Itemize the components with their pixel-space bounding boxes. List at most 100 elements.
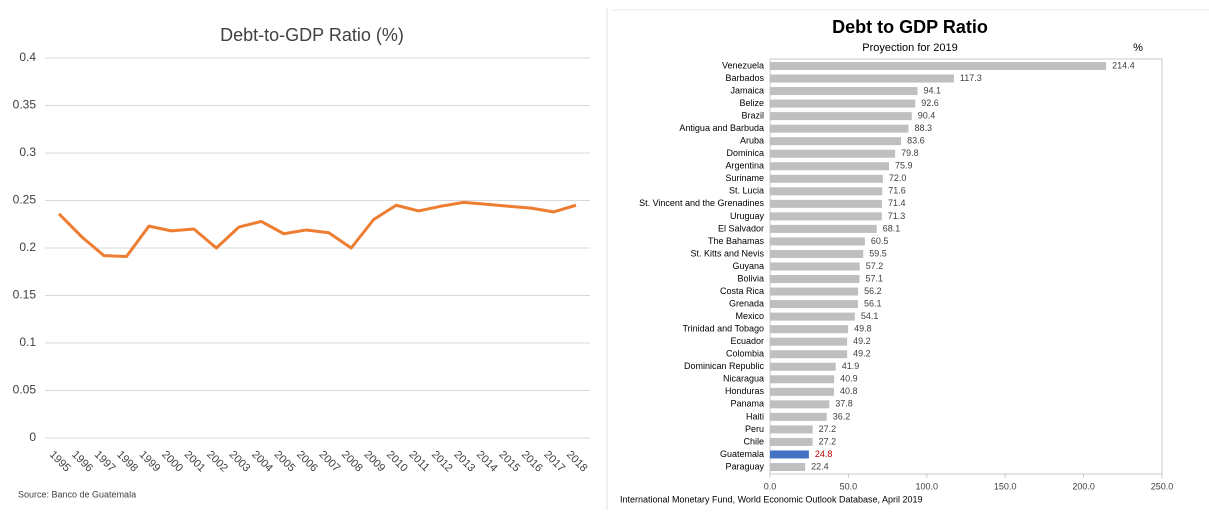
bar <box>770 137 902 146</box>
category-label: Dominica <box>726 148 764 158</box>
category-label: Barbados <box>725 73 764 83</box>
x-tick-label: 2007 <box>317 449 343 475</box>
chart-title: Debt to GDP Ratio <box>832 17 988 37</box>
y-tick-label: 0.15 <box>13 288 37 302</box>
value-label: 49.8 <box>854 324 872 334</box>
y-tick-label: 0.35 <box>13 98 37 112</box>
category-label: St. Vincent and the Grenadines <box>639 198 764 208</box>
value-label: 214.4 <box>1112 60 1135 70</box>
value-label: 40.9 <box>840 374 858 384</box>
bar <box>770 337 848 346</box>
x-tick-label: 100.0 <box>916 481 939 491</box>
category-label: Nicaragua <box>723 374 764 384</box>
category-label: Mexico <box>735 311 764 321</box>
y-tick-label: 0 <box>29 430 36 444</box>
category-label: Brazil <box>741 111 764 121</box>
category-label: Uruguay <box>730 211 765 221</box>
x-tick-label: 2005 <box>272 449 298 475</box>
category-label: Jamaica <box>730 85 764 95</box>
value-label: 57.1 <box>866 273 884 283</box>
value-label: 88.3 <box>914 123 932 133</box>
bar <box>770 312 855 321</box>
value-label: 57.2 <box>866 261 884 271</box>
bar <box>770 112 912 121</box>
value-label: 49.2 <box>853 349 871 359</box>
x-tick-label: 2006 <box>294 449 320 475</box>
category-label: Suriname <box>725 173 764 183</box>
source: International Monetary Fund, World Econo… <box>620 494 923 504</box>
bar <box>770 325 849 334</box>
bar <box>770 149 896 158</box>
x-tick-label: 2001 <box>182 449 208 475</box>
value-label: 36.2 <box>833 411 851 421</box>
value-label: 40.8 <box>840 386 858 396</box>
bar <box>770 463 806 471</box>
category-label: Honduras <box>725 386 765 396</box>
bar <box>770 174 883 183</box>
bar <box>770 87 918 96</box>
value-label: 117.3 <box>960 73 982 83</box>
bar <box>770 199 882 208</box>
x-tick-label: 2016 <box>519 449 545 475</box>
bar <box>770 300 858 309</box>
bar <box>770 124 909 133</box>
x-tick-label: 2010 <box>384 449 410 475</box>
unit-label: % <box>1133 42 1143 54</box>
bar <box>770 262 860 271</box>
category-label: Antigua and Barbuda <box>679 123 764 133</box>
category-label: Venezuela <box>722 60 764 70</box>
value-label: 24.8 <box>815 449 833 459</box>
x-tick-label: 2000 <box>159 449 185 475</box>
value-label: 41.9 <box>842 361 860 371</box>
value-label: 68.1 <box>883 223 901 233</box>
category-label: Peru <box>745 424 764 434</box>
value-label: 22.4 <box>811 461 829 471</box>
category-label: Grenada <box>729 298 764 308</box>
category-label: Haiti <box>746 411 764 421</box>
value-label: 90.4 <box>918 111 936 121</box>
value-label: 49.2 <box>853 336 871 346</box>
value-label: 83.6 <box>907 136 925 146</box>
x-tick-label: 1998 <box>114 449 140 475</box>
source: Source: Banco de Guatemala <box>18 489 136 499</box>
bar <box>770 412 827 421</box>
bar <box>770 400 830 409</box>
bar <box>770 425 813 434</box>
x-tick-label: 2009 <box>362 449 388 475</box>
bar <box>770 74 954 83</box>
value-label: 92.6 <box>921 98 939 108</box>
value-label: 59.5 <box>869 248 887 258</box>
bar <box>770 224 877 233</box>
x-tick-label: 1995 <box>47 449 73 475</box>
x-tick-label: 2013 <box>451 449 477 475</box>
data-line <box>57 200 577 259</box>
x-tick-label: 2004 <box>249 449 275 475</box>
x-tick-label: 200.0 <box>1072 481 1095 491</box>
x-tick-label: 2002 <box>204 449 230 475</box>
x-tick-label: 2003 <box>227 449 253 475</box>
value-label: 37.8 <box>835 399 853 409</box>
value-label: 94.1 <box>924 85 942 95</box>
category-label: Dominican Republic <box>684 361 765 371</box>
x-tick-label: 2012 <box>429 449 455 475</box>
y-tick-label: 0.1 <box>19 335 36 349</box>
category-label: Trinidad and Tobago <box>682 324 764 334</box>
x-tick-label: 2011 <box>406 449 431 474</box>
value-label: 60.5 <box>871 236 889 246</box>
bar <box>770 375 835 384</box>
x-tick-label: 250.0 <box>1151 481 1174 491</box>
bar <box>770 362 836 371</box>
bar <box>770 162 890 171</box>
category-label: St. Lucia <box>729 186 764 196</box>
category-label: Aruba <box>740 136 764 146</box>
value-label: 27.2 <box>819 424 837 434</box>
category-label: El Salvador <box>718 223 764 233</box>
bar <box>770 275 860 284</box>
value-label: 27.2 <box>819 436 837 446</box>
bar <box>770 187 883 196</box>
category-label: Costa Rica <box>720 286 764 296</box>
category-label: Belize <box>739 98 764 108</box>
category-label: Chile <box>743 436 764 446</box>
x-tick-label: 2014 <box>474 449 500 475</box>
